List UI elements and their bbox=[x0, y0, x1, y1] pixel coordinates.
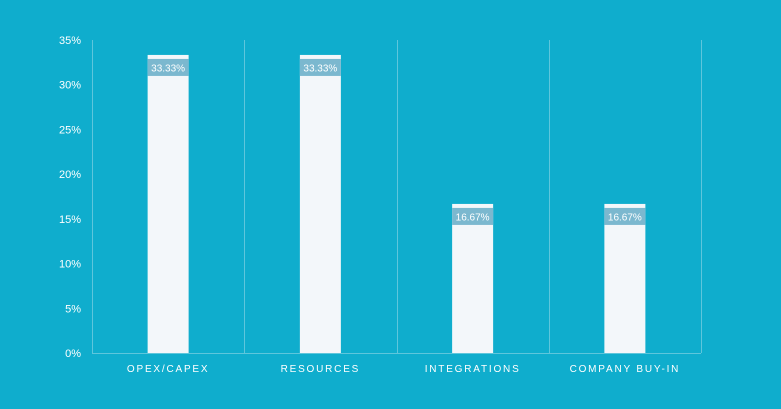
bar bbox=[147, 54, 189, 353]
data-label-box bbox=[299, 58, 341, 76]
x-tick-label: COMPANY BUY-IN bbox=[570, 364, 681, 375]
x-tick-labels: OPEX/CAPEX RESOURCES INTEGRATIONS COMPANY B… bbox=[127, 364, 681, 375]
x-tick-label: OPEX/CAPEX bbox=[127, 364, 209, 375]
bar bbox=[604, 203, 646, 353]
x-tick-label: RESOURCES bbox=[281, 364, 361, 375]
data-label: 33.33% bbox=[303, 63, 337, 74]
y-tick-labels: 0% 5% 10% 15% 20% 25% 30% 35% bbox=[59, 35, 81, 360]
data-label: 16.67% bbox=[456, 212, 490, 223]
y-tick-label: 5% bbox=[65, 303, 81, 315]
y-tick-label: 15% bbox=[59, 214, 81, 226]
y-tick-label: 0% bbox=[65, 348, 81, 360]
y-tick-label: 30% bbox=[59, 80, 81, 92]
data-label: 33.33% bbox=[151, 63, 185, 74]
data-label: 16.67% bbox=[608, 212, 642, 223]
grid-layer bbox=[92, 40, 702, 353]
x-tick-label: INTEGRATIONS bbox=[425, 364, 521, 375]
y-tick-label: 25% bbox=[59, 124, 81, 136]
data-label-box bbox=[604, 207, 646, 225]
data-label-box bbox=[452, 207, 494, 225]
y-tick-label: 20% bbox=[59, 169, 81, 181]
y-tick-label: 10% bbox=[59, 259, 81, 271]
bars: 33.33% 33.33% 16.67% 16.67% bbox=[147, 54, 646, 353]
data-label-box bbox=[147, 58, 189, 76]
bar bbox=[452, 203, 494, 353]
bar bbox=[299, 54, 341, 353]
y-tick-label: 35% bbox=[59, 35, 81, 47]
